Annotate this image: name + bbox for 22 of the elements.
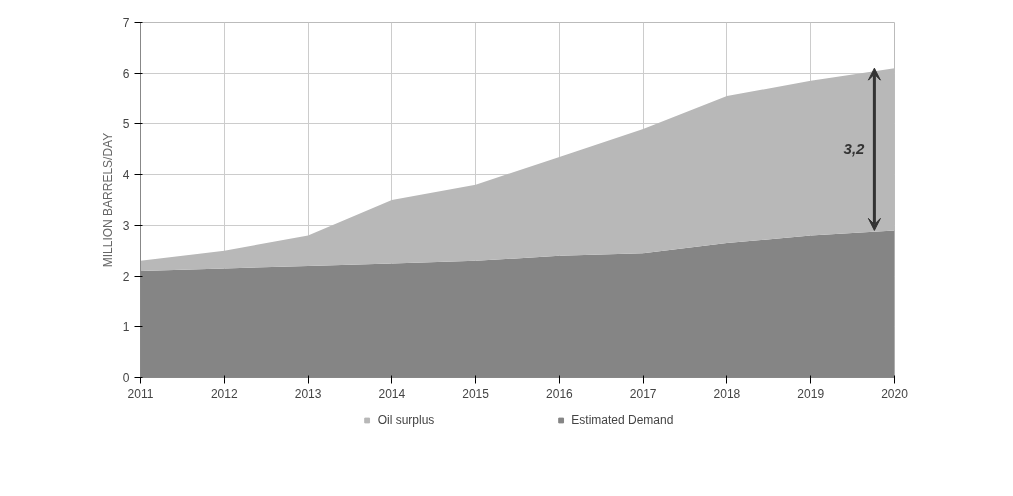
x-tick-label: 2020: [881, 386, 909, 401]
y-tick-label: 6: [122, 66, 130, 81]
x-tick-label: 2014: [378, 386, 406, 401]
y-tick-label: 0: [122, 371, 130, 385]
y-tick-label: 2: [122, 269, 130, 284]
x-tick-label: 2015: [462, 386, 490, 401]
annotation: 3,2: [843, 140, 866, 158]
y-tick-label: 5: [122, 117, 130, 132]
y-tick-label: 1: [122, 320, 130, 335]
y-axis-title: MILLION BARRELS/DAY: [100, 132, 115, 268]
x-tick-label: 2019: [797, 386, 825, 401]
x-tick-label: 2011: [127, 386, 154, 401]
y-tick-label: 4: [122, 168, 130, 183]
legend-label: Oil surplus: [377, 413, 435, 427]
y-tick-label: 7: [122, 16, 130, 30]
legend-label: Estimated Demand: [571, 413, 674, 427]
y-tick-label: 3: [122, 218, 130, 233]
x-tick-label: 2018: [713, 386, 741, 401]
x-tick-label: 2012: [210, 386, 238, 401]
x-tick-label: 2013: [294, 386, 322, 401]
x-tick-label: 2017: [629, 386, 657, 401]
x-tick-label: 2016: [546, 386, 574, 401]
